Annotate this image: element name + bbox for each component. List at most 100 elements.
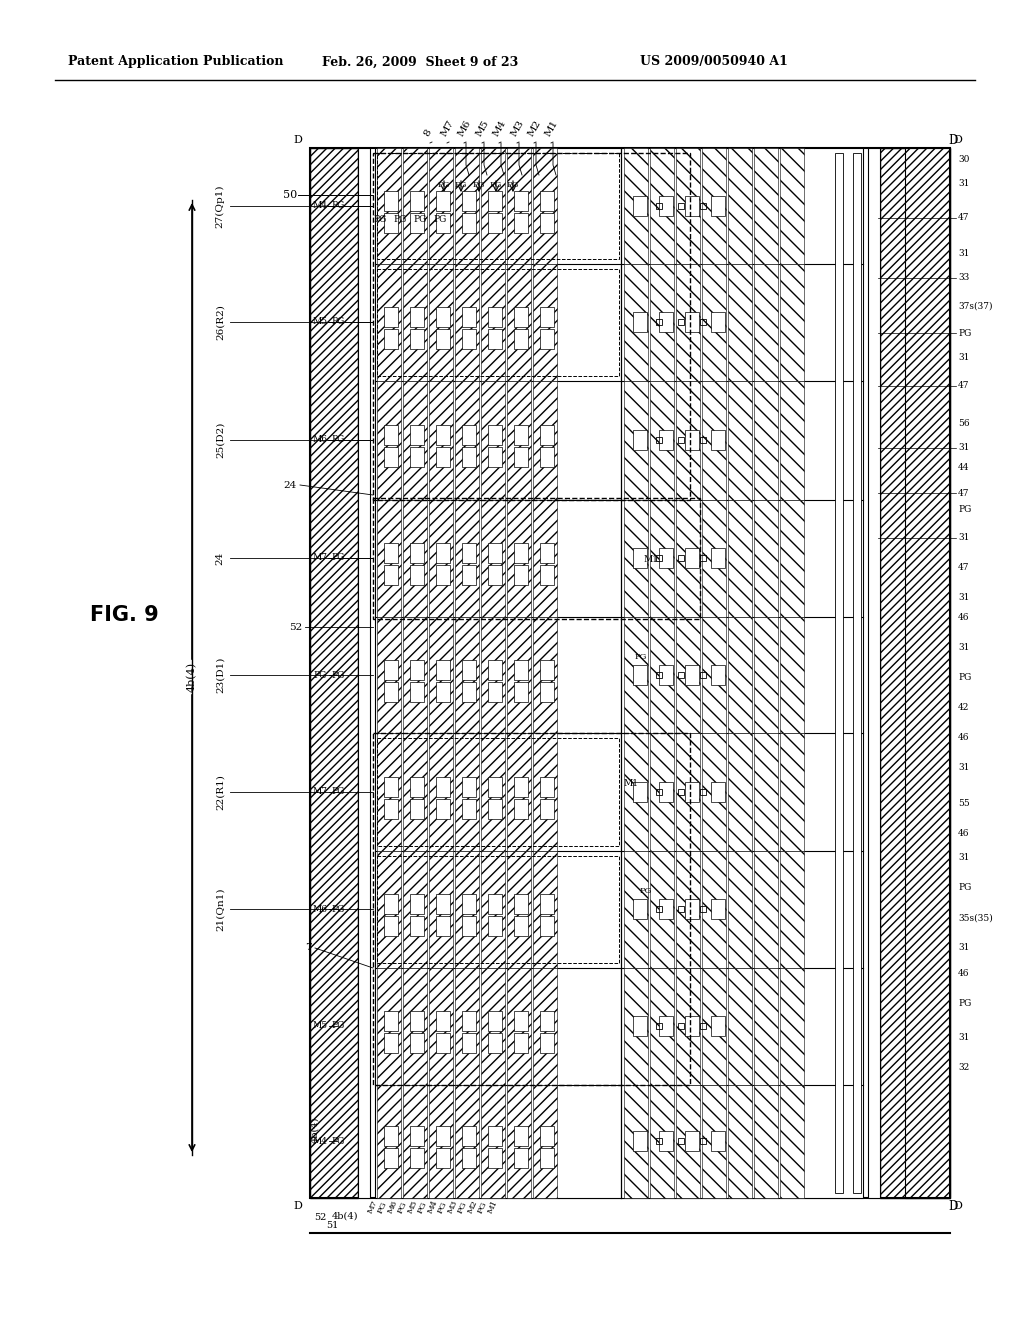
Bar [754,148,778,264]
Bar [384,329,398,348]
Bar [650,381,674,500]
Bar [384,543,398,564]
Bar [676,968,700,1085]
Bar [540,777,554,797]
Bar [429,616,453,733]
Text: 31: 31 [958,644,970,652]
Bar [507,616,531,733]
Bar [481,500,505,616]
Text: 31: 31 [958,248,970,257]
Bar [700,554,706,561]
Bar [462,191,476,211]
Bar [624,381,648,500]
Bar [659,665,673,685]
Text: 8: 8 [422,128,433,139]
Bar [488,894,502,913]
Bar [633,430,647,450]
Bar [488,1126,502,1146]
Bar [650,148,674,264]
Bar [650,616,674,733]
Bar [462,916,476,936]
Bar [700,789,706,795]
Bar [384,1034,398,1053]
Text: 52: 52 [290,623,303,631]
Bar [377,269,618,376]
Bar [702,968,726,1085]
Bar [358,148,370,1199]
Text: PG: PG [313,671,327,680]
Bar [880,148,950,1199]
Bar [676,500,700,616]
Bar [754,733,778,851]
Bar [410,916,424,936]
Bar [656,789,662,795]
Bar [534,851,557,968]
Bar [540,660,554,680]
Bar [488,1148,502,1168]
Bar [514,660,528,680]
Text: M1: M1 [643,556,658,565]
Bar [678,906,684,912]
Text: PG: PG [635,653,647,661]
Bar [650,733,674,851]
Text: PG: PG [332,788,345,796]
Bar [728,616,752,733]
Bar [780,264,804,381]
Bar [905,148,950,1199]
Text: 7: 7 [305,944,311,953]
Bar [702,381,726,500]
Text: FIG. 9: FIG. 9 [90,605,159,624]
Bar [514,1148,528,1168]
Bar [514,329,528,348]
Text: M7: M7 [312,553,328,562]
Bar [728,264,752,381]
Bar [514,1034,528,1053]
Text: M4: M4 [426,1199,439,1214]
Bar [436,1148,450,1168]
Bar [375,148,863,1199]
Text: M4: M4 [492,119,508,139]
Bar [377,616,401,733]
Bar [700,906,706,912]
Bar [462,777,476,797]
Bar [685,1131,699,1151]
Bar [678,437,684,444]
Bar [377,1085,401,1199]
Bar [540,329,554,348]
Text: 4b(4): 4b(4) [186,661,198,692]
Bar [685,781,699,803]
Bar [429,968,453,1085]
Bar [711,430,725,450]
Text: M6: M6 [312,436,328,445]
Bar [436,329,450,348]
Bar [624,500,648,616]
Bar [656,1138,662,1144]
Bar [534,381,557,500]
Text: 56: 56 [958,418,970,428]
Bar [410,308,424,327]
Bar [462,329,476,348]
Bar [481,851,505,968]
Bar [455,851,479,968]
Bar [436,682,450,702]
Bar [540,1034,554,1053]
Text: 55: 55 [958,799,970,808]
Bar [780,148,804,264]
Bar [728,733,752,851]
Bar [377,381,401,500]
Text: 31: 31 [958,444,970,453]
Text: PG: PG [332,202,345,210]
Bar [488,213,502,234]
Bar [678,672,684,678]
Text: D: D [953,1201,963,1210]
Bar [429,148,453,264]
Text: 32: 32 [958,1064,970,1072]
Bar [455,733,479,851]
Bar [403,1085,427,1199]
Bar [436,565,450,585]
Bar [678,554,684,561]
Bar [410,682,424,702]
Bar [702,264,726,381]
Bar [488,1034,502,1053]
Bar [678,319,684,325]
